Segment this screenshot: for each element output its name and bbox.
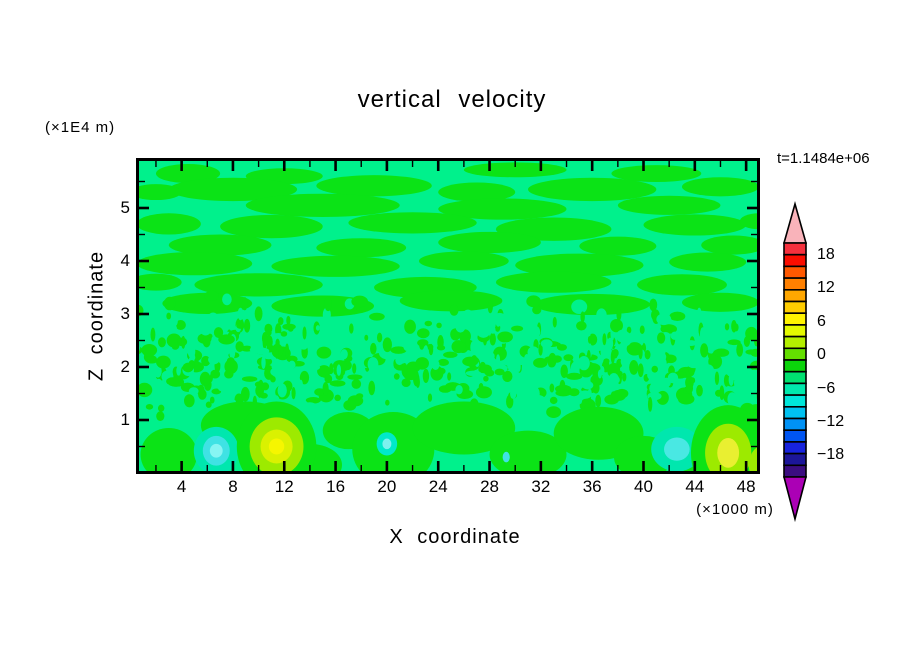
colorbar-label: 12 [817,279,835,297]
cyan-cell-left [209,443,223,458]
colorbar-under-arrow [782,476,808,523]
colorbar [778,200,824,529]
x-tick-label: 36 [582,477,602,496]
x-tick-label: 16 [326,477,346,496]
x-tick-label: 20 [377,477,397,496]
colorbar-label: 18 [817,246,835,263]
yellow-cell-right [717,438,740,468]
x-tick-label: 40 [634,477,653,496]
plot-title: vertical velocity [357,86,547,113]
contour-plot-area [125,158,785,501]
x-tick-label: 48 [736,477,756,496]
x-tick-label: 32 [531,477,551,496]
yellow-cell-left [268,438,285,455]
colorbar-label: 6 [817,312,826,330]
x-tick-label: 4 [176,477,187,496]
y-axis-units-label: (×1E4 m) [45,119,116,136]
cyan-cell-mid [382,438,392,450]
colorbar-over-arrow [782,201,808,244]
x-tick-label: 28 [480,477,499,496]
colorbar-label: −12 [817,413,845,430]
y-tick-label: 3 [120,304,130,323]
x-tick-label: 8 [228,477,238,496]
colorbar-label: 0 [817,346,826,364]
colorbar-label: −6 [817,379,836,397]
x-tick-label: 24 [428,477,448,496]
cyan-dot [502,451,510,463]
y-tick-label: 2 [120,357,130,376]
y-tick-label: 4 [120,251,130,270]
x-axis-title: X coordinate [389,526,521,548]
colorbar-label: −18 [817,446,845,464]
x-tick-label: 44 [685,477,705,496]
time-annotation: t=1.1484e+06 [777,150,870,167]
x-tick-label: 12 [274,477,294,496]
y-tick-label: 5 [120,198,130,217]
y-tick-label: 1 [120,410,130,429]
x-axis-units-label: (×1000 m) [696,501,774,518]
turquoise-cell-right [664,437,690,461]
